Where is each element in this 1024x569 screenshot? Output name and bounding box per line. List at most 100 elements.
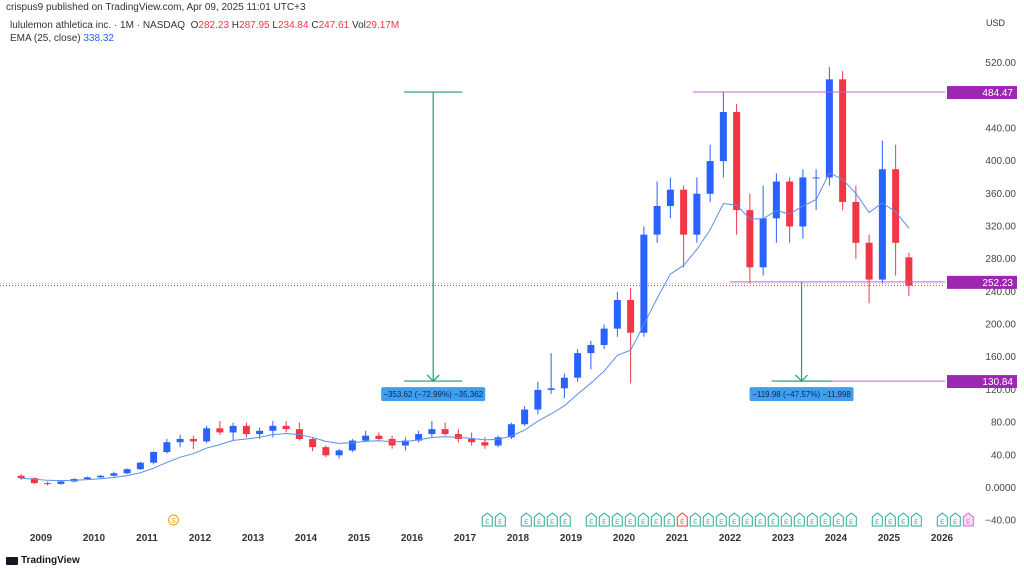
earnings-event-label: E	[706, 520, 710, 526]
candle	[44, 481, 52, 486]
candle	[203, 425, 211, 444]
symbol-title: lululemon athletica inc. · 1M · NASDAQ	[10, 20, 186, 31]
measure-label: −353.62 (−72.99%) −35,362	[383, 390, 483, 399]
candle	[295, 422, 303, 441]
earnings-event-icon	[793, 512, 805, 527]
earnings-event-icon	[715, 512, 727, 527]
x-tick-label: 2009	[30, 533, 53, 544]
y-tick-label: 120.00	[985, 385, 1016, 396]
earnings-event-icon	[962, 512, 974, 527]
y-tick-label: 240.00	[985, 287, 1016, 298]
candle-body	[653, 206, 661, 235]
candle-body	[865, 242, 873, 280]
tradingview-logo: TradingView	[6, 555, 80, 566]
candle-body	[322, 447, 330, 456]
candle-body	[415, 434, 423, 441]
candle-body	[335, 450, 343, 456]
earnings-event-icon	[676, 512, 688, 527]
open-value: 282.23	[198, 20, 230, 31]
earnings-event-label: E	[940, 520, 944, 526]
candle-body	[441, 429, 449, 435]
arrow-down-icon	[795, 374, 808, 382]
candle-body	[454, 434, 462, 439]
candle-body	[428, 429, 436, 435]
earnings-event-icon	[884, 512, 896, 527]
low-value: 234.84	[277, 20, 309, 31]
candle-body	[242, 425, 250, 435]
candle-body	[613, 300, 621, 329]
measure-label: −119.98 (−47.57%) −11,998	[752, 390, 851, 399]
candle-body	[269, 425, 277, 431]
x-tick-label: 2012	[189, 533, 212, 544]
candle	[825, 67, 833, 186]
x-tick-label: 2019	[560, 533, 583, 544]
candle	[428, 420, 436, 438]
earnings-event-label: E	[797, 520, 801, 526]
earnings-event-label: E	[888, 520, 892, 526]
x-tick-label: 2013	[242, 533, 265, 544]
candle-body	[574, 353, 582, 378]
y-tick-label: 360.00	[985, 189, 1016, 200]
candle	[176, 434, 184, 448]
x-tick-label: 2020	[613, 533, 636, 544]
earnings-event-label: E	[875, 520, 879, 526]
split-event-label: S	[171, 518, 176, 525]
candle	[892, 144, 900, 276]
candle	[878, 140, 886, 284]
high-label: H	[231, 20, 240, 31]
measure-label-box	[749, 387, 854, 402]
candle	[163, 438, 171, 454]
candle	[401, 437, 409, 451]
earnings-event-icon	[806, 512, 818, 527]
y-tick-label: 280.00	[985, 254, 1016, 265]
y-tick-label: 440.00	[985, 123, 1016, 134]
candle-body	[256, 430, 264, 435]
x-tick-label: 2025	[878, 533, 901, 544]
candle	[348, 438, 356, 453]
candle-body	[521, 409, 529, 425]
candle-body	[587, 344, 595, 354]
candle	[282, 420, 290, 433]
earnings-event-label: E	[966, 520, 970, 526]
earnings-event-label: E	[914, 520, 918, 526]
earnings-event-icon	[871, 512, 883, 527]
earnings-event-icon	[949, 512, 961, 527]
x-tick-label: 2015	[348, 533, 371, 544]
candle	[587, 340, 595, 370]
measure-label-box	[381, 387, 486, 402]
candle-body	[44, 483, 52, 485]
earnings-event-icon	[832, 512, 844, 527]
candle	[600, 324, 608, 350]
candle-body	[627, 300, 635, 333]
earnings-event-icon	[689, 512, 701, 527]
candle	[309, 437, 317, 452]
candle-body	[176, 438, 184, 443]
candle	[468, 432, 476, 446]
candle-body	[746, 210, 754, 268]
candle-body	[203, 428, 211, 442]
y-tick-label: 520.00	[985, 58, 1016, 69]
candle-body	[759, 218, 767, 268]
candle-body	[468, 438, 476, 443]
candle-body	[481, 442, 489, 446]
candle-body	[97, 475, 105, 478]
volume-value: 29.17M	[365, 20, 400, 31]
x-tick-label: 2016	[401, 533, 424, 544]
open-label: O	[190, 20, 199, 31]
earnings-event-label: E	[784, 520, 788, 526]
x-tick-label: 2018	[507, 533, 530, 544]
candle	[322, 445, 330, 457]
candle	[613, 291, 621, 337]
close-label: C	[311, 20, 319, 31]
level-price-text: 130.84	[982, 377, 1013, 388]
candle	[719, 91, 727, 178]
candle-body	[110, 473, 118, 476]
x-tick-label: 2022	[719, 533, 742, 544]
candle	[812, 169, 820, 211]
earnings-event-label: E	[667, 520, 671, 526]
x-tick-label: 2010	[83, 533, 106, 544]
candle	[706, 144, 714, 202]
candle-body	[123, 469, 131, 474]
candle	[375, 432, 383, 441]
